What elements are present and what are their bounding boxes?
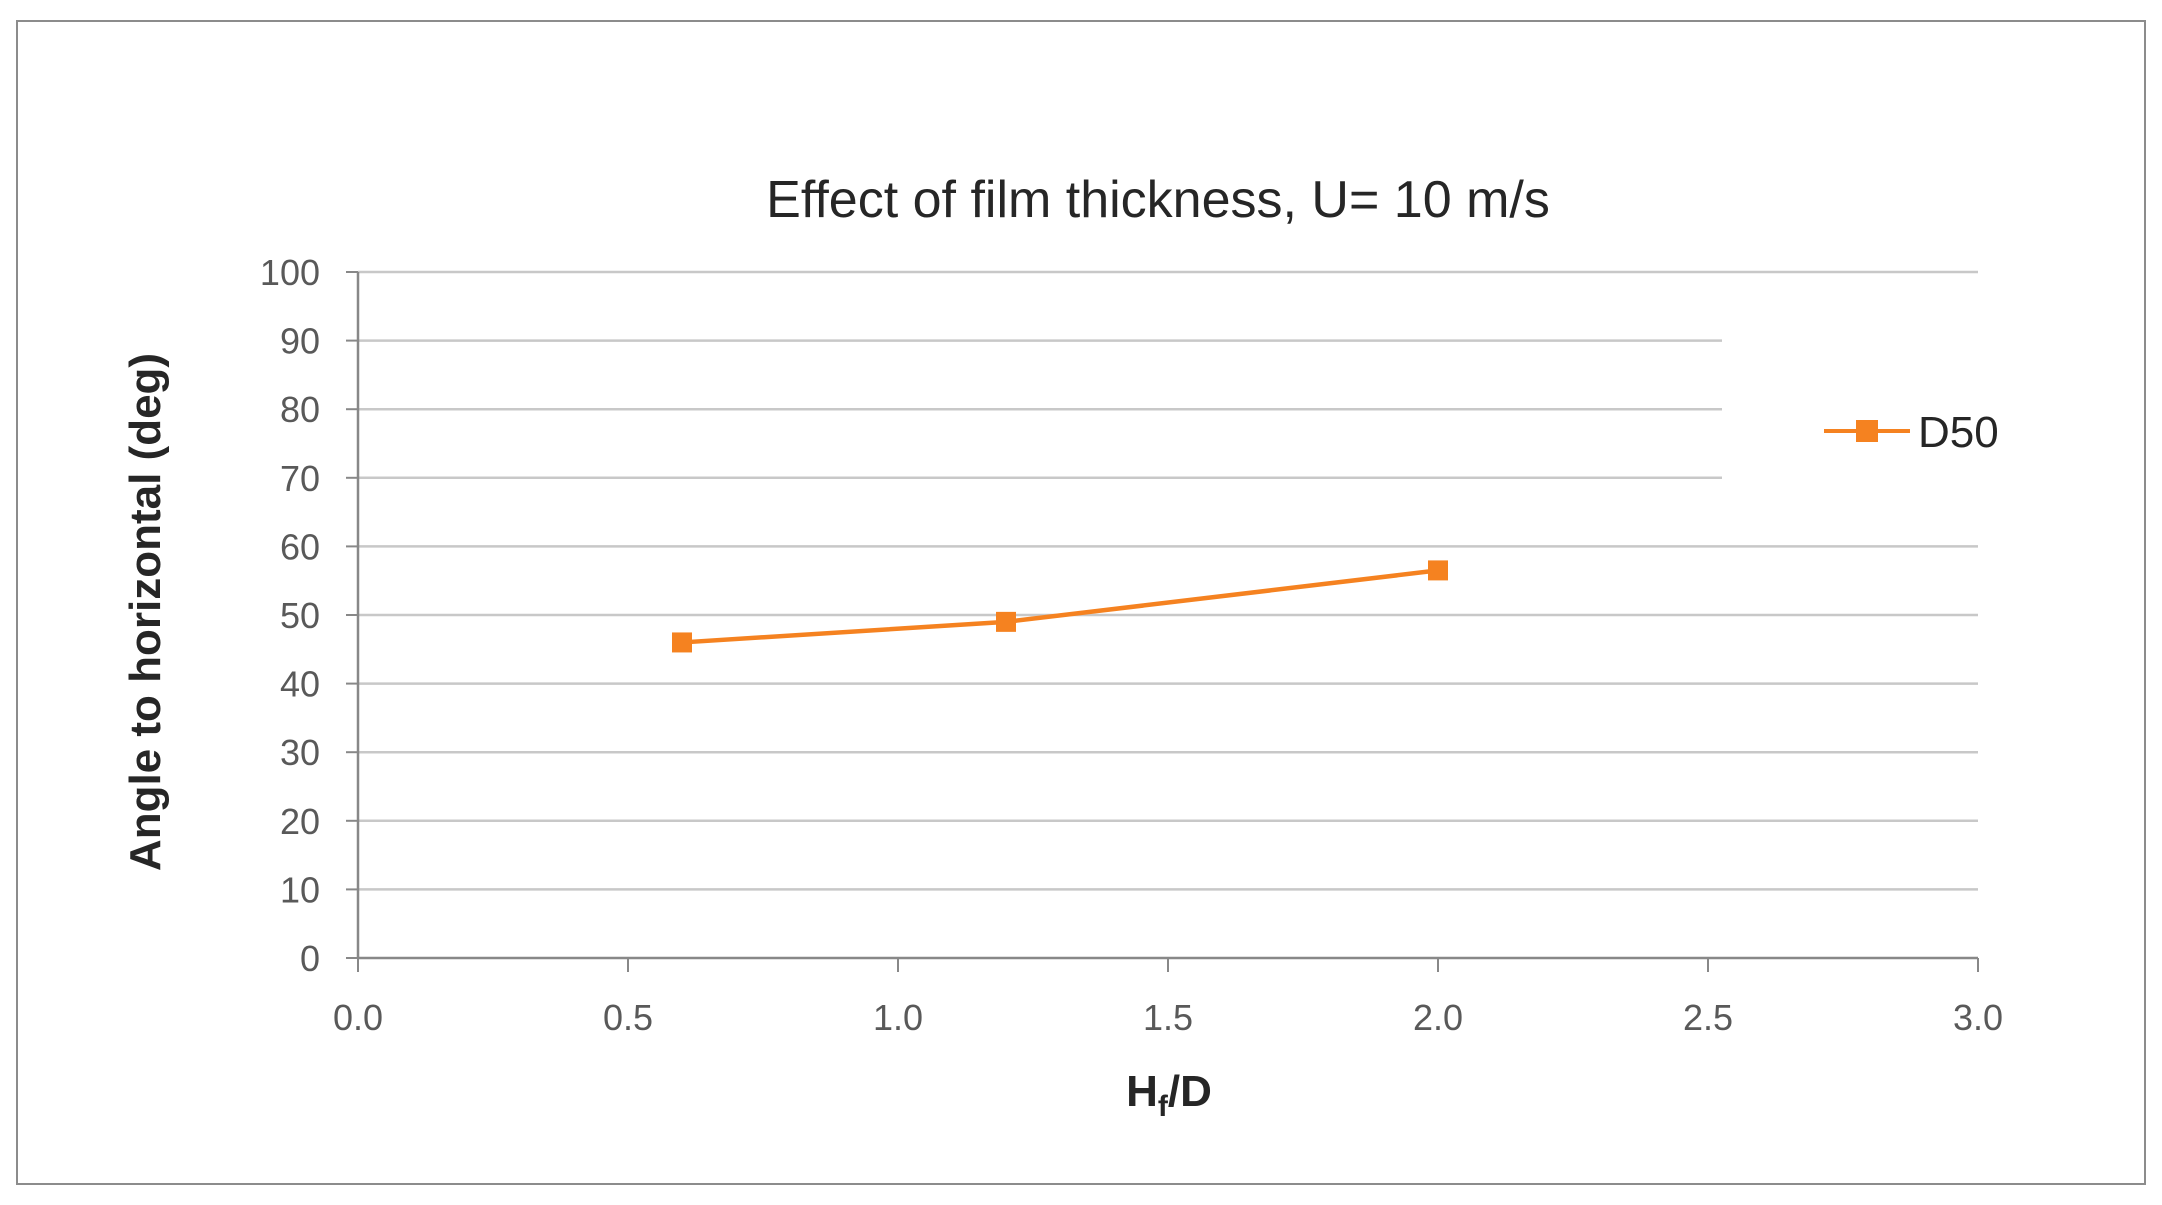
x-tick-label: 0.0 xyxy=(333,997,383,1038)
y-tick-label: 100 xyxy=(260,252,320,293)
x-axis-title-main: H xyxy=(1126,1067,1158,1116)
y-tick-label: 30 xyxy=(280,732,320,773)
x-axis-title-tail: /D xyxy=(1168,1067,1212,1116)
x-axis-title-subscript: f xyxy=(1158,1090,1169,1123)
gridlines xyxy=(358,270,1978,891)
y-tick-label: 80 xyxy=(280,389,320,430)
y-tick-label: 70 xyxy=(280,458,320,499)
y-tick-label: 90 xyxy=(280,321,320,362)
x-tick-label: 3.0 xyxy=(1953,997,2003,1038)
y-axis-title: Angle to horizontal (deg) xyxy=(121,353,170,871)
y-tick-label: 0 xyxy=(300,938,320,979)
x-tick-label: 1.5 xyxy=(1143,997,1193,1038)
y-tick-label: 20 xyxy=(280,801,320,842)
data-point[interactable] xyxy=(1428,560,1448,581)
series-layer xyxy=(672,560,1448,653)
y-tick-labels: 0 10 20 30 40 50 60 70 80 90 100 xyxy=(260,252,320,979)
x-tick-label: 0.5 xyxy=(603,997,653,1038)
chart-frame xyxy=(16,20,2146,1185)
legend[interactable]: D50 xyxy=(1824,408,1999,457)
x-axis-title: Hf/D xyxy=(1126,1067,1212,1123)
x-tick-label: 2.5 xyxy=(1683,997,1733,1038)
data-point[interactable] xyxy=(996,611,1016,632)
data-point[interactable] xyxy=(672,632,692,653)
x-tick-label: 1.0 xyxy=(873,997,923,1038)
legend-label-d50: D50 xyxy=(1918,408,1999,457)
series-line-d50 xyxy=(681,568,1439,645)
x-tick-labels: 0.0 0.5 1.0 1.5 2.0 2.5 3.0 xyxy=(333,997,2003,1038)
y-tick-label: 10 xyxy=(280,869,320,910)
y-tick-label: 60 xyxy=(280,526,320,567)
axes xyxy=(346,271,1979,972)
x-tick-label: 2.0 xyxy=(1413,997,1463,1038)
y-tick-label: 40 xyxy=(280,664,320,705)
legend-marker xyxy=(1856,420,1878,442)
chart-title: Effect of film thickness, U= 10 m/s xyxy=(766,171,1550,229)
y-tick-label: 50 xyxy=(280,595,320,636)
